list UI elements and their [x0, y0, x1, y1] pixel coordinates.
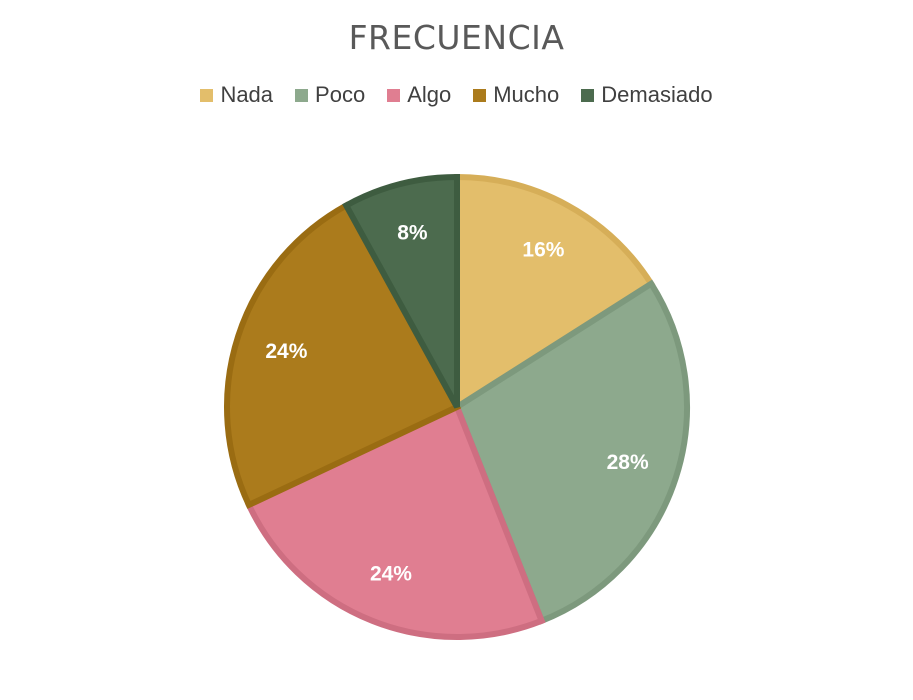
data-label-poco: 28%	[607, 451, 649, 474]
pie-slice-nada	[454, 173, 656, 413]
pie-slice-algo	[244, 402, 546, 640]
legend-swatch	[200, 88, 214, 102]
legend-swatch	[473, 88, 487, 102]
legend-label: Poco	[315, 82, 366, 107]
pie-slice-demasiado	[342, 173, 460, 409]
legend-item-nada: Nada	[200, 82, 273, 108]
legend-swatch	[581, 88, 595, 102]
legend-swatch	[387, 88, 401, 102]
legend: Nada Poco Algo Mucho Demasiado	[0, 82, 913, 108]
data-label-demasiado: 8%	[397, 222, 428, 245]
legend-label: Nada	[220, 82, 274, 107]
pie-slice-poco	[453, 279, 690, 625]
legend-item-demasiado: Demasiado	[581, 82, 713, 108]
data-label-algo: 24%	[370, 562, 412, 585]
pie-slice-mucho	[224, 201, 462, 509]
legend-item-algo: Algo	[387, 82, 451, 108]
legend-item-poco: Poco	[295, 82, 365, 108]
data-label-mucho: 24%	[265, 340, 307, 363]
data-label-nada: 16%	[522, 238, 564, 261]
legend-item-mucho: Mucho	[473, 82, 559, 108]
legend-swatch	[295, 88, 309, 102]
legend-label: Algo	[407, 82, 452, 107]
chart-title: FRECUENCIA	[348, 18, 565, 57]
legend-label: Demasiado	[601, 82, 713, 107]
legend-label: Mucho	[493, 82, 560, 107]
